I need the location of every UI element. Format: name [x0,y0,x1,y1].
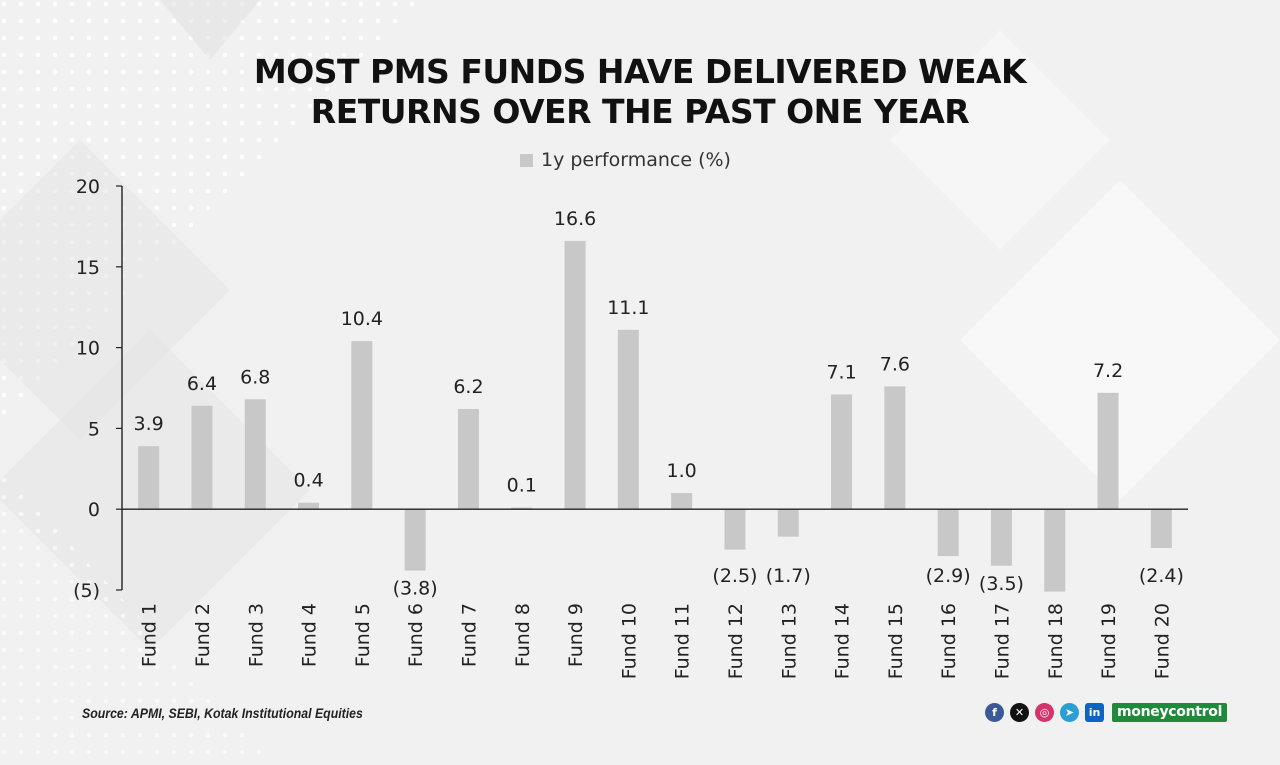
data-label: 10.4 [341,308,383,330]
x-tick-label: Fund 12 [725,603,747,679]
data-label: (3.5) [979,573,1024,595]
x-tick-label: Fund 18 [1045,603,1067,679]
bar [404,509,426,571]
chart-title-line-2: RETURNS OVER THE PAST ONE YEAR [310,92,970,131]
bar [191,405,213,510]
data-label: 7.2 [1093,360,1123,382]
x-tick-label: Fund 6 [405,603,427,667]
bar [351,341,373,510]
bar [138,446,160,510]
bar [617,329,639,510]
data-label: 6.2 [453,376,483,398]
bar [298,502,320,510]
telegram-icon[interactable]: ➤ [1060,703,1079,722]
bar [1044,509,1066,592]
data-label: (2.5) [712,565,757,587]
y-tick-label: (5) [73,580,100,602]
bar [244,399,266,510]
x-tick-label: Fund 9 [565,603,587,667]
brand-part-1: money [1117,704,1169,720]
x-tick-label: Fund 11 [672,603,694,679]
bar [457,409,479,510]
data-label: 7.1 [826,361,856,383]
data-label: 6.8 [240,366,270,388]
chart-title-line-1: MOST PMS FUNDS HAVE DELIVERED WEAK [253,52,1027,91]
chart-legend: 1y performance (%) [520,148,731,172]
y-tick-label: 20 [76,176,100,198]
x-tick-label: Fund 2 [192,603,214,667]
instagram-icon[interactable]: ◎ [1035,703,1054,722]
y-tick-label: 10 [76,338,100,360]
x-tick-label: Fund 3 [245,603,267,667]
x-icon[interactable]: ✕ [1010,703,1029,722]
source-note: Source: APMI, SEBI, Kotak Institutional … [82,705,363,721]
x-tick-label: Fund 19 [1098,603,1120,679]
footer-social-bar: f ✕ ◎ ➤ in moneycontrol [985,703,1228,722]
x-tick-label: Fund 16 [938,603,960,679]
data-label: 16.6 [554,208,596,230]
bar [511,507,533,510]
bar [990,509,1012,566]
data-label: 7.6 [880,353,910,375]
legend-swatch [520,153,533,167]
data-label: 0.4 [293,470,323,492]
bar [564,240,586,510]
x-tick-label: Fund 17 [991,603,1013,679]
data-label: 1.0 [667,460,697,482]
x-tick-label: Fund 5 [352,603,374,667]
data-label: 11.1 [607,297,649,319]
y-tick-label: 15 [76,257,100,279]
brand-part-2: control [1168,704,1223,720]
linkedin-icon[interactable]: in [1085,703,1104,722]
bar [1097,392,1119,510]
x-tick-label: Fund 1 [139,603,161,667]
x-tick-label: Fund 10 [618,603,640,679]
bar [724,509,746,550]
x-tick-label: Fund 15 [885,603,907,679]
x-tick-label: Fund 20 [1151,603,1173,679]
bar [671,493,693,510]
x-tick-label: Fund 7 [458,603,480,667]
facebook-icon[interactable]: f [985,703,1004,722]
data-label: 3.9 [134,413,164,435]
bar [777,509,799,537]
x-tick-label: Fund 8 [512,603,534,667]
moneycontrol-logo[interactable]: moneycontrol [1112,703,1228,722]
x-tick-label: Fund 13 [778,603,800,679]
bar [831,394,853,510]
y-tick-label: 5 [88,418,100,440]
y-tick-label: 0 [88,499,100,521]
data-label: 0.1 [507,475,537,497]
data-label: (1.7) [766,565,811,587]
x-tick-label: Fund 4 [299,603,321,667]
legend-label: 1y performance (%) [541,149,731,171]
x-tick-label: Fund 14 [832,603,854,679]
data-label: (2.4) [1139,565,1184,587]
data-label: (3.8) [393,578,438,600]
data-label: (2.9) [926,565,971,587]
bar [937,509,959,557]
data-label: 6.4 [187,373,217,395]
chart-title: MOST PMS FUNDS HAVE DELIVERED WEAK RETUR… [0,52,1280,132]
bar [884,386,906,510]
bar [1150,509,1172,548]
